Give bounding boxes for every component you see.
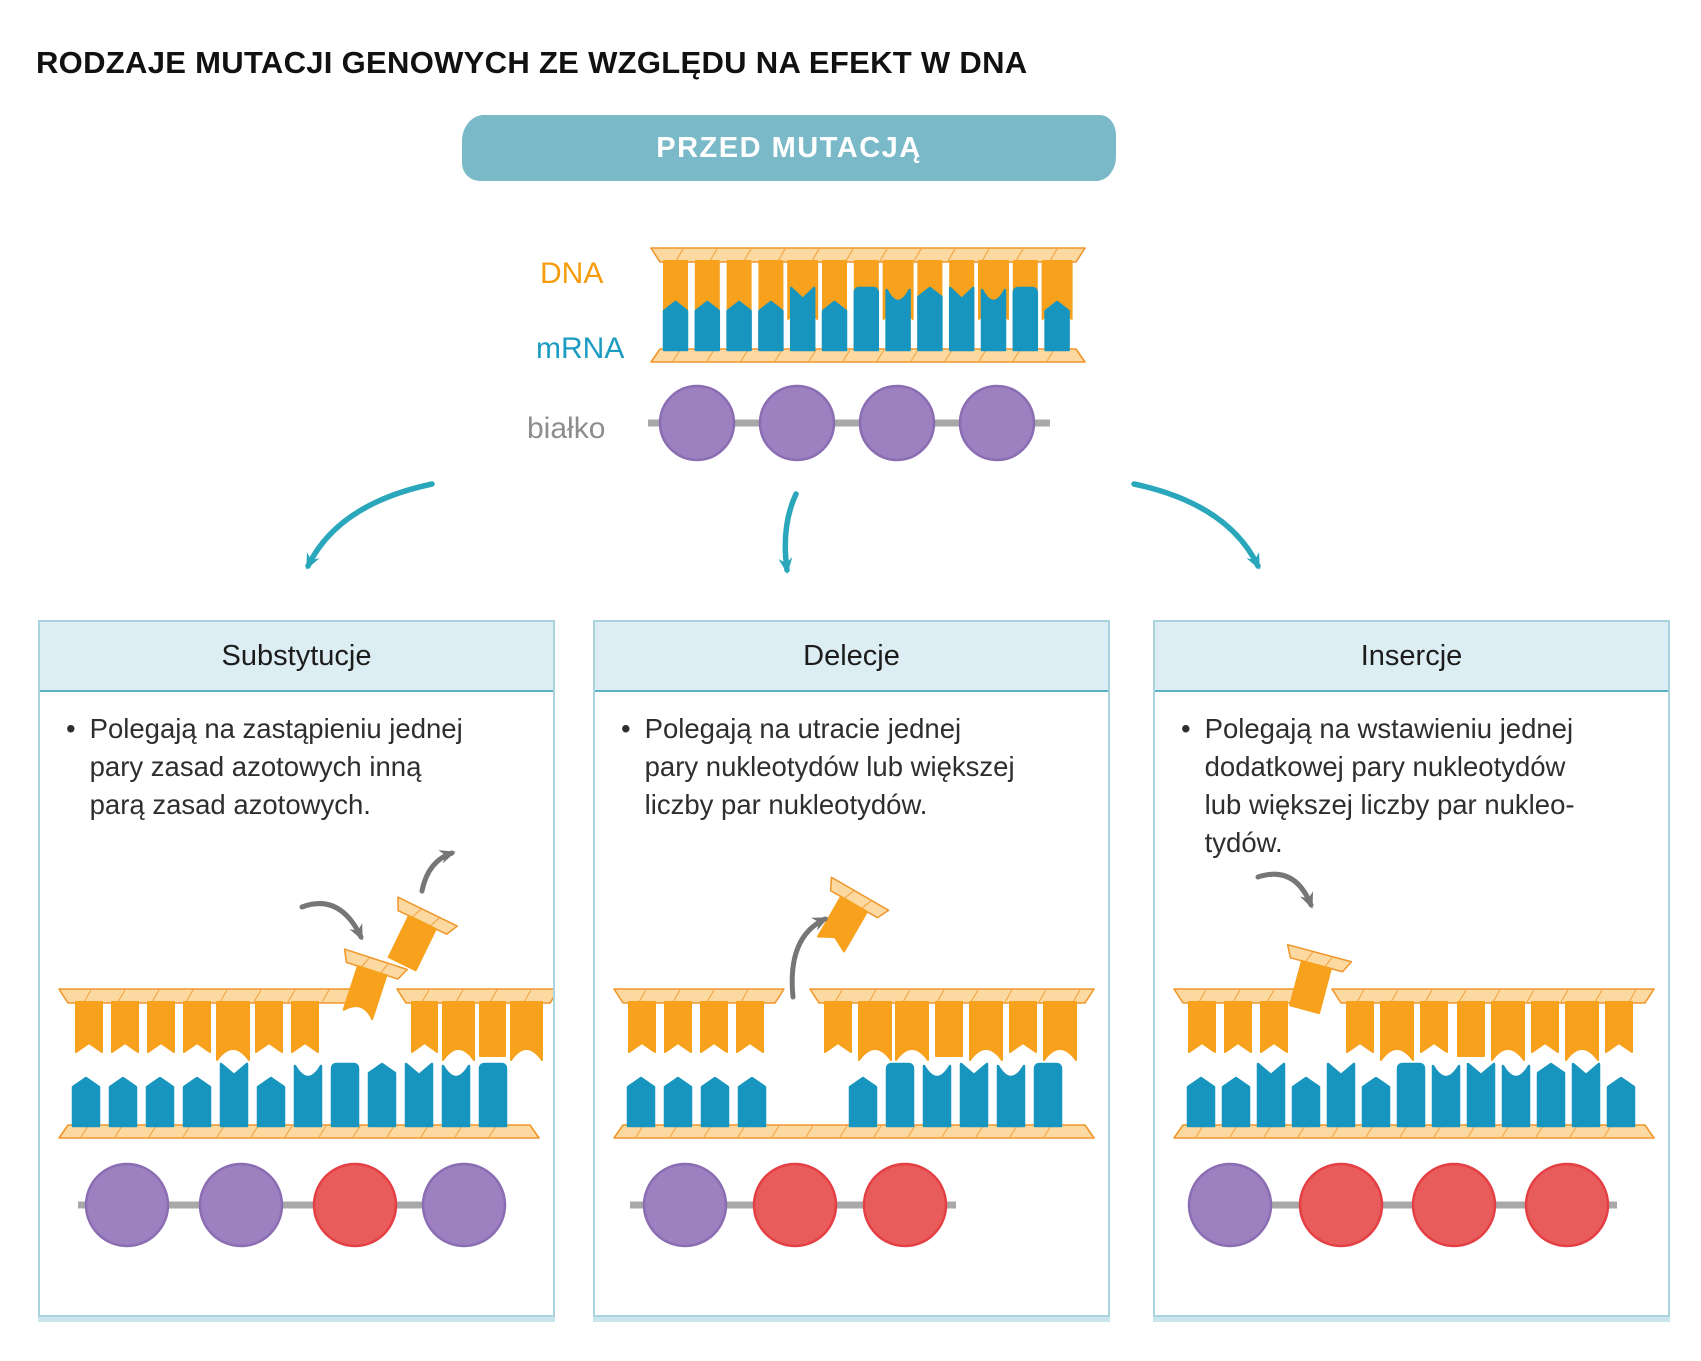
amino-acid-changed (862, 1162, 948, 1248)
amino-acid (1187, 1162, 1273, 1248)
mrna-label: mRNA (536, 332, 625, 365)
insertion-diagram (1173, 871, 1655, 1248)
gray-arrow-icon (789, 916, 829, 1000)
box-title: Delecje (803, 639, 900, 672)
box-header: Insercje (1155, 622, 1668, 692)
mrna-strand (650, 286, 1086, 363)
box-description: • Polegają na utracie jednej pary nukleo… (595, 692, 1108, 824)
floating-nucleotide (817, 876, 890, 953)
mrna-strand (1173, 1062, 1655, 1139)
page-title: RODZAJE MUTACJI GENOWYCH ZE WZGLĘDU NA E… (36, 44, 1028, 80)
box-description: • Polegają na zastąpieniu jednej pary za… (40, 692, 553, 824)
mutation-box-insercje: Insercje • Polegają na wstawieniu jednej… (1153, 620, 1670, 1317)
box-header: Delecje (595, 622, 1108, 692)
amino-acid (198, 1162, 284, 1248)
arrow-to-substitutions-icon (305, 481, 435, 570)
floating-nucleotide (1286, 943, 1353, 1015)
amino-acid (858, 384, 936, 462)
dna-strand (650, 247, 1086, 320)
protein-label: białko (527, 412, 606, 445)
floating-nucleotide (342, 948, 408, 1021)
mrna-strand (613, 1062, 1095, 1139)
amino-acid (642, 1162, 728, 1248)
bullet-icon: • (1181, 713, 1191, 744)
gray-arrow-icon (1255, 871, 1314, 909)
amino-acid-changed (1411, 1162, 1497, 1248)
box-title: Substytucje (221, 639, 372, 672)
amino-acid (758, 384, 836, 462)
description-text: Polegają na zastąpieniu jednej pary zasa… (89, 713, 463, 820)
box-header: Substytucje (40, 622, 553, 692)
description-text: Polegają na utracie jednej pary nukleoty… (644, 713, 1015, 820)
bullet-icon: • (621, 713, 631, 744)
dna-label: DNA (540, 257, 604, 290)
amino-acid (84, 1162, 170, 1248)
protein-chain (1187, 1162, 1617, 1248)
amino-acid (658, 384, 736, 462)
before-mutation-banner: PRZED MUTACJĄ (462, 115, 1116, 181)
arrow-to-deletions-icon (778, 491, 799, 574)
before-mutation-diagram (648, 247, 1086, 462)
amino-acid (421, 1162, 507, 1248)
amino-acid-changed (1298, 1162, 1384, 1248)
dna-strand (613, 988, 1095, 1061)
mrna-strand (58, 1062, 540, 1139)
mutation-box-delecje: Delecje • Polegają na utracie jednej par… (593, 620, 1110, 1317)
branch-arrows (305, 481, 1261, 574)
protein-chain (648, 384, 1050, 462)
gray-arrow-icon (419, 850, 456, 894)
dna-strand (58, 988, 553, 1061)
deletion-diagram (613, 876, 1095, 1248)
arrow-to-insertions-icon (1131, 481, 1261, 570)
box-description: • Polegają na wstawieniu jednej dodatkow… (1155, 692, 1668, 862)
substitution-diagram (58, 850, 553, 1248)
dna-strand (1173, 988, 1655, 1061)
bullet-icon: • (66, 713, 76, 744)
amino-acid-changed (1524, 1162, 1610, 1248)
banner-label: PRZED MUTACJĄ (656, 131, 922, 164)
box-title: Insercje (1360, 639, 1463, 672)
amino-acid-changed (312, 1162, 398, 1248)
floating-nucleotide (387, 896, 459, 972)
gray-arrow-icon (299, 901, 364, 941)
protein-chain (78, 1162, 507, 1248)
description-text: Polegają na wstawieniu jednej dodatkowej… (1204, 713, 1575, 858)
mutation-box-substytucje: Substytucje • Polegają na zastąpieniu je… (38, 620, 555, 1317)
protein-chain (630, 1162, 956, 1248)
amino-acid-changed (752, 1162, 838, 1248)
amino-acid (958, 384, 1036, 462)
